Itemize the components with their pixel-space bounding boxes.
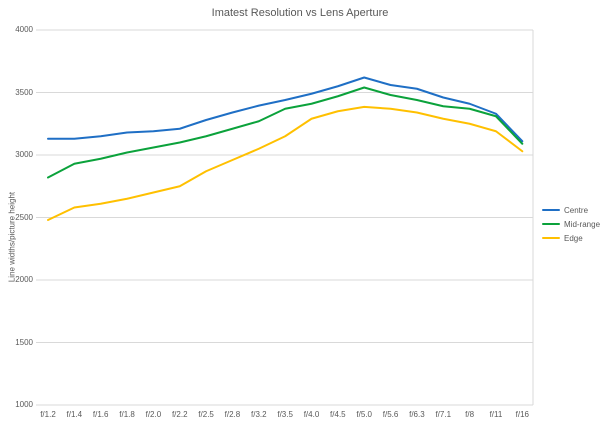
y-tick-label: 3000	[15, 150, 33, 159]
x-tick-label: f/7.1	[435, 410, 452, 419]
x-tick-label: f/2.5	[198, 410, 214, 419]
x-tick-label: f/1.6	[92, 410, 109, 419]
series-line-centre	[47, 76, 524, 143]
x-tick-label: f/8	[465, 410, 475, 419]
legend-label: Edge	[564, 233, 583, 243]
legend-line-swatch	[542, 223, 560, 225]
x-tick-label: f/1.8	[119, 410, 135, 419]
legend-item-mid-range: Mid-range	[542, 217, 600, 231]
x-tick-label: f/6.3	[409, 410, 425, 419]
x-tick-label: f/2.8	[224, 410, 241, 419]
x-tick-label: f/2.0	[145, 410, 162, 419]
legend-item-edge: Edge	[542, 231, 600, 245]
series-line-edge	[47, 105, 524, 221]
x-tick-label: f/1.2	[40, 410, 56, 419]
x-tick-label: f/2.2	[171, 410, 188, 419]
legend-label: Centre	[564, 205, 589, 215]
x-tick-label: f/5.0	[356, 410, 372, 419]
legend-label: Mid-range	[564, 219, 600, 229]
x-tick-label: f/4.5	[330, 410, 346, 419]
legend-item-centre: Centre	[542, 203, 600, 217]
y-tick-label: 1500	[15, 337, 33, 347]
x-tick-label: f/11	[489, 410, 503, 419]
y-tick-label: 4000	[15, 25, 33, 34]
y-tick-label: 2500	[15, 212, 33, 222]
x-tick-label: f/16	[515, 410, 529, 419]
legend-line-swatch	[542, 209, 560, 211]
series-line-mid-range	[47, 86, 524, 179]
x-tick-label: f/3.5	[277, 410, 293, 419]
y-tick-label: 3500	[15, 87, 33, 97]
legend: Centre Mid-range Edge	[542, 203, 600, 245]
x-tick-label: f/5.6	[382, 410, 399, 419]
x-tick-label: f/4.0	[303, 410, 320, 419]
y-tick-label: 2000	[15, 275, 33, 284]
legend-line-swatch	[542, 237, 560, 239]
x-tick-label: f/3.2	[251, 410, 267, 419]
y-tick-label: 1000	[15, 400, 33, 409]
chart-title: Imatest Resolution vs Lens Aperture	[211, 7, 389, 19]
x-tick-label: f/1.4	[66, 410, 83, 419]
